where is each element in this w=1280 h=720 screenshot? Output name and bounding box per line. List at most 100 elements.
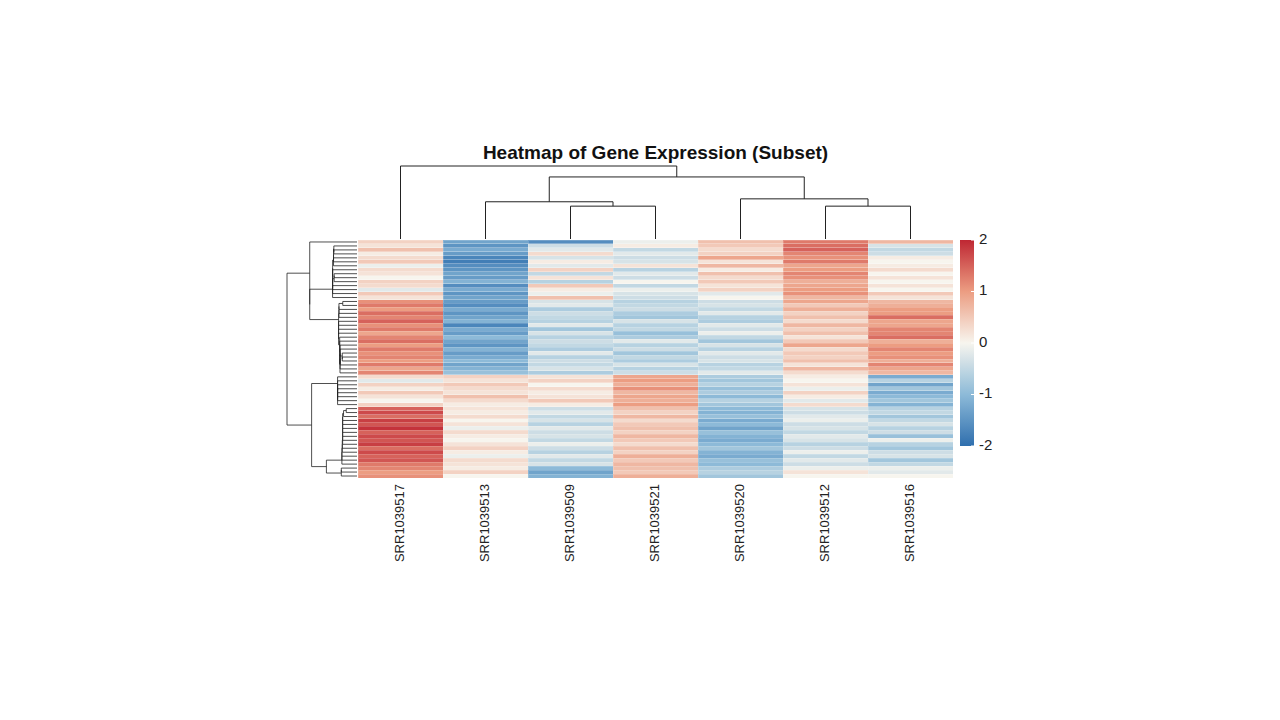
heatmap-cell	[783, 319, 868, 323]
dendrogram-branch	[340, 364, 357, 365]
heatmap-cell	[358, 367, 443, 371]
heatmap-cell	[783, 395, 868, 399]
heatmap-cell	[528, 284, 613, 288]
dendrogram-branch	[340, 341, 357, 342]
heatmap-cell	[783, 268, 868, 272]
colorbar-tick	[971, 291, 974, 292]
heatmap-cell	[698, 264, 783, 268]
heatmap-cell	[783, 343, 868, 347]
heatmap-cell	[358, 276, 443, 280]
heatmap-cell	[868, 284, 953, 288]
dendrogram-branch	[401, 166, 677, 167]
heatmap-cell	[613, 474, 698, 478]
heatmap-cell	[868, 399, 953, 403]
heatmap-cell	[528, 426, 613, 430]
dendrogram-branch	[676, 166, 677, 177]
heatmap-cell	[698, 327, 783, 331]
heatmap-cell	[443, 359, 528, 363]
heatmap-cell	[698, 383, 783, 387]
heatmap-cell	[868, 426, 953, 430]
heatmap-cell	[868, 470, 953, 474]
heatmap-cell	[783, 454, 868, 458]
heatmap-cell	[528, 391, 613, 395]
heatmap-cell	[783, 264, 868, 268]
heatmap-cell	[358, 248, 443, 252]
dendrogram-branch	[334, 265, 357, 266]
dendrogram-branch	[312, 383, 338, 384]
column-label: SRR1039520	[732, 484, 747, 562]
heatmap-cell	[443, 272, 528, 276]
heatmap-cell	[698, 379, 783, 383]
heatmap-cell	[443, 288, 528, 292]
heatmap-cell	[698, 307, 783, 311]
heatmap-cell	[528, 474, 613, 478]
heatmap-cell	[783, 462, 868, 466]
heatmap-cell	[528, 240, 613, 244]
heatmap-cell	[698, 359, 783, 363]
heatmap-cell	[443, 303, 528, 307]
column-label: SRR1039513	[477, 484, 492, 562]
heatmap-cell	[698, 343, 783, 347]
chart-title: Heatmap of Gene Expression (Subset)	[483, 142, 828, 163]
heatmap-cell	[698, 462, 783, 466]
heatmap-cell	[528, 296, 613, 300]
dendrogram-branch	[340, 337, 357, 338]
heatmap-cell	[783, 379, 868, 383]
dendrogram-branch	[339, 325, 357, 326]
dendrogram-branch	[341, 472, 357, 473]
heatmap-cell	[443, 387, 528, 391]
heatmap-cell	[358, 335, 443, 339]
heatmap-cell	[783, 296, 868, 300]
heatmap-cell	[443, 339, 528, 343]
heatmap-cell	[783, 260, 868, 264]
heatmap-cell	[698, 280, 783, 284]
heatmap-cell	[358, 411, 443, 415]
dendrogram-branch	[333, 285, 357, 286]
heatmap-cell	[613, 252, 698, 256]
heatmap-cell	[443, 292, 528, 296]
heatmap-cell	[868, 411, 953, 415]
dendrogram-branch	[338, 376, 357, 377]
heatmap-cell	[528, 268, 613, 272]
heatmap-cell	[528, 311, 613, 315]
heatmap-cell	[613, 351, 698, 355]
heatmap-cell	[868, 430, 953, 434]
heatmap-cell	[443, 446, 528, 450]
heatmap-cell	[783, 391, 868, 395]
heatmap-cell	[528, 288, 613, 292]
heatmap-cell	[698, 454, 783, 458]
heatmap-cell	[443, 454, 528, 458]
heatmap-cell	[698, 442, 783, 446]
heatmap-cell	[613, 446, 698, 450]
heatmap-cell	[358, 359, 443, 363]
colorbar-tick-label: -2	[979, 436, 992, 453]
heatmap-cell	[868, 252, 953, 256]
heatmap-cell	[528, 367, 613, 371]
heatmap-cell	[528, 363, 613, 367]
heatmap-cell	[443, 367, 528, 371]
heatmap-cell	[443, 407, 528, 411]
heatmap-cell	[613, 415, 698, 419]
dendrogram-branch	[342, 448, 357, 449]
heatmap-cell	[868, 339, 953, 343]
heatmap-cell	[698, 276, 783, 280]
heatmap-cell	[358, 395, 443, 399]
heatmap-cell	[613, 315, 698, 319]
heatmap-cell	[443, 379, 528, 383]
heatmap-cell	[698, 399, 783, 403]
heatmap-cell	[443, 466, 528, 470]
heatmap-cell	[783, 399, 868, 403]
heatmap-cell	[358, 442, 443, 446]
heatmap-cell	[358, 311, 443, 315]
heatmap-cell	[613, 296, 698, 300]
heatmap-cell	[868, 371, 953, 375]
dendrogram-branch	[825, 206, 826, 239]
heatmap-cell	[868, 367, 953, 371]
heatmap-cell	[443, 260, 528, 264]
heatmap-cell	[868, 327, 953, 331]
heatmap-cell	[783, 300, 868, 304]
heatmap-cell	[783, 430, 868, 434]
heatmap-cell	[783, 240, 868, 244]
heatmap-cell	[528, 339, 613, 343]
heatmap-cell	[358, 319, 443, 323]
